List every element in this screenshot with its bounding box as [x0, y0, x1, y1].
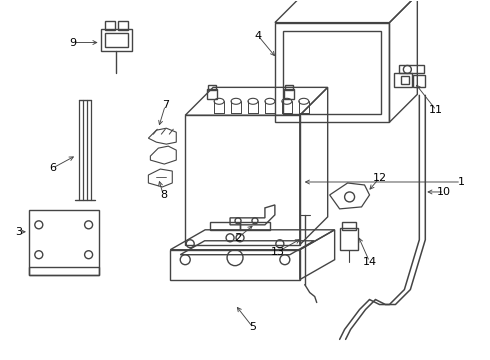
Bar [100, 28, 132, 50]
Bar [275, 23, 390, 122]
Text: 8: 8 [160, 190, 167, 200]
Text: 11: 11 [429, 105, 443, 115]
Text: 3: 3 [15, 227, 23, 237]
Bar [185, 115, 300, 245]
Bar [401, 76, 409, 84]
Bar [414, 75, 425, 87]
Text: 10: 10 [437, 187, 451, 197]
Bar [285, 85, 293, 90]
Bar [171, 250, 300, 280]
Text: 9: 9 [69, 37, 76, 48]
Bar [119, 21, 128, 30]
Bar [210, 222, 240, 230]
Text: 12: 12 [372, 173, 387, 183]
Text: 4: 4 [254, 31, 262, 41]
Bar [340, 228, 358, 250]
Text: 1: 1 [458, 177, 465, 187]
Bar [283, 31, 382, 114]
Bar [29, 210, 98, 275]
Text: 7: 7 [162, 100, 169, 110]
Bar [29, 267, 98, 275]
Bar [104, 32, 128, 46]
Bar [207, 89, 217, 99]
Bar [208, 85, 216, 90]
Text: 13: 13 [271, 247, 285, 257]
Bar [342, 222, 356, 230]
Text: 14: 14 [363, 257, 377, 267]
Text: 6: 6 [49, 163, 56, 173]
Bar [240, 222, 270, 230]
Text: 5: 5 [249, 323, 256, 332]
Bar [284, 89, 294, 99]
Bar [394, 73, 413, 87]
Bar [104, 21, 115, 30]
Text: 2: 2 [234, 233, 242, 243]
